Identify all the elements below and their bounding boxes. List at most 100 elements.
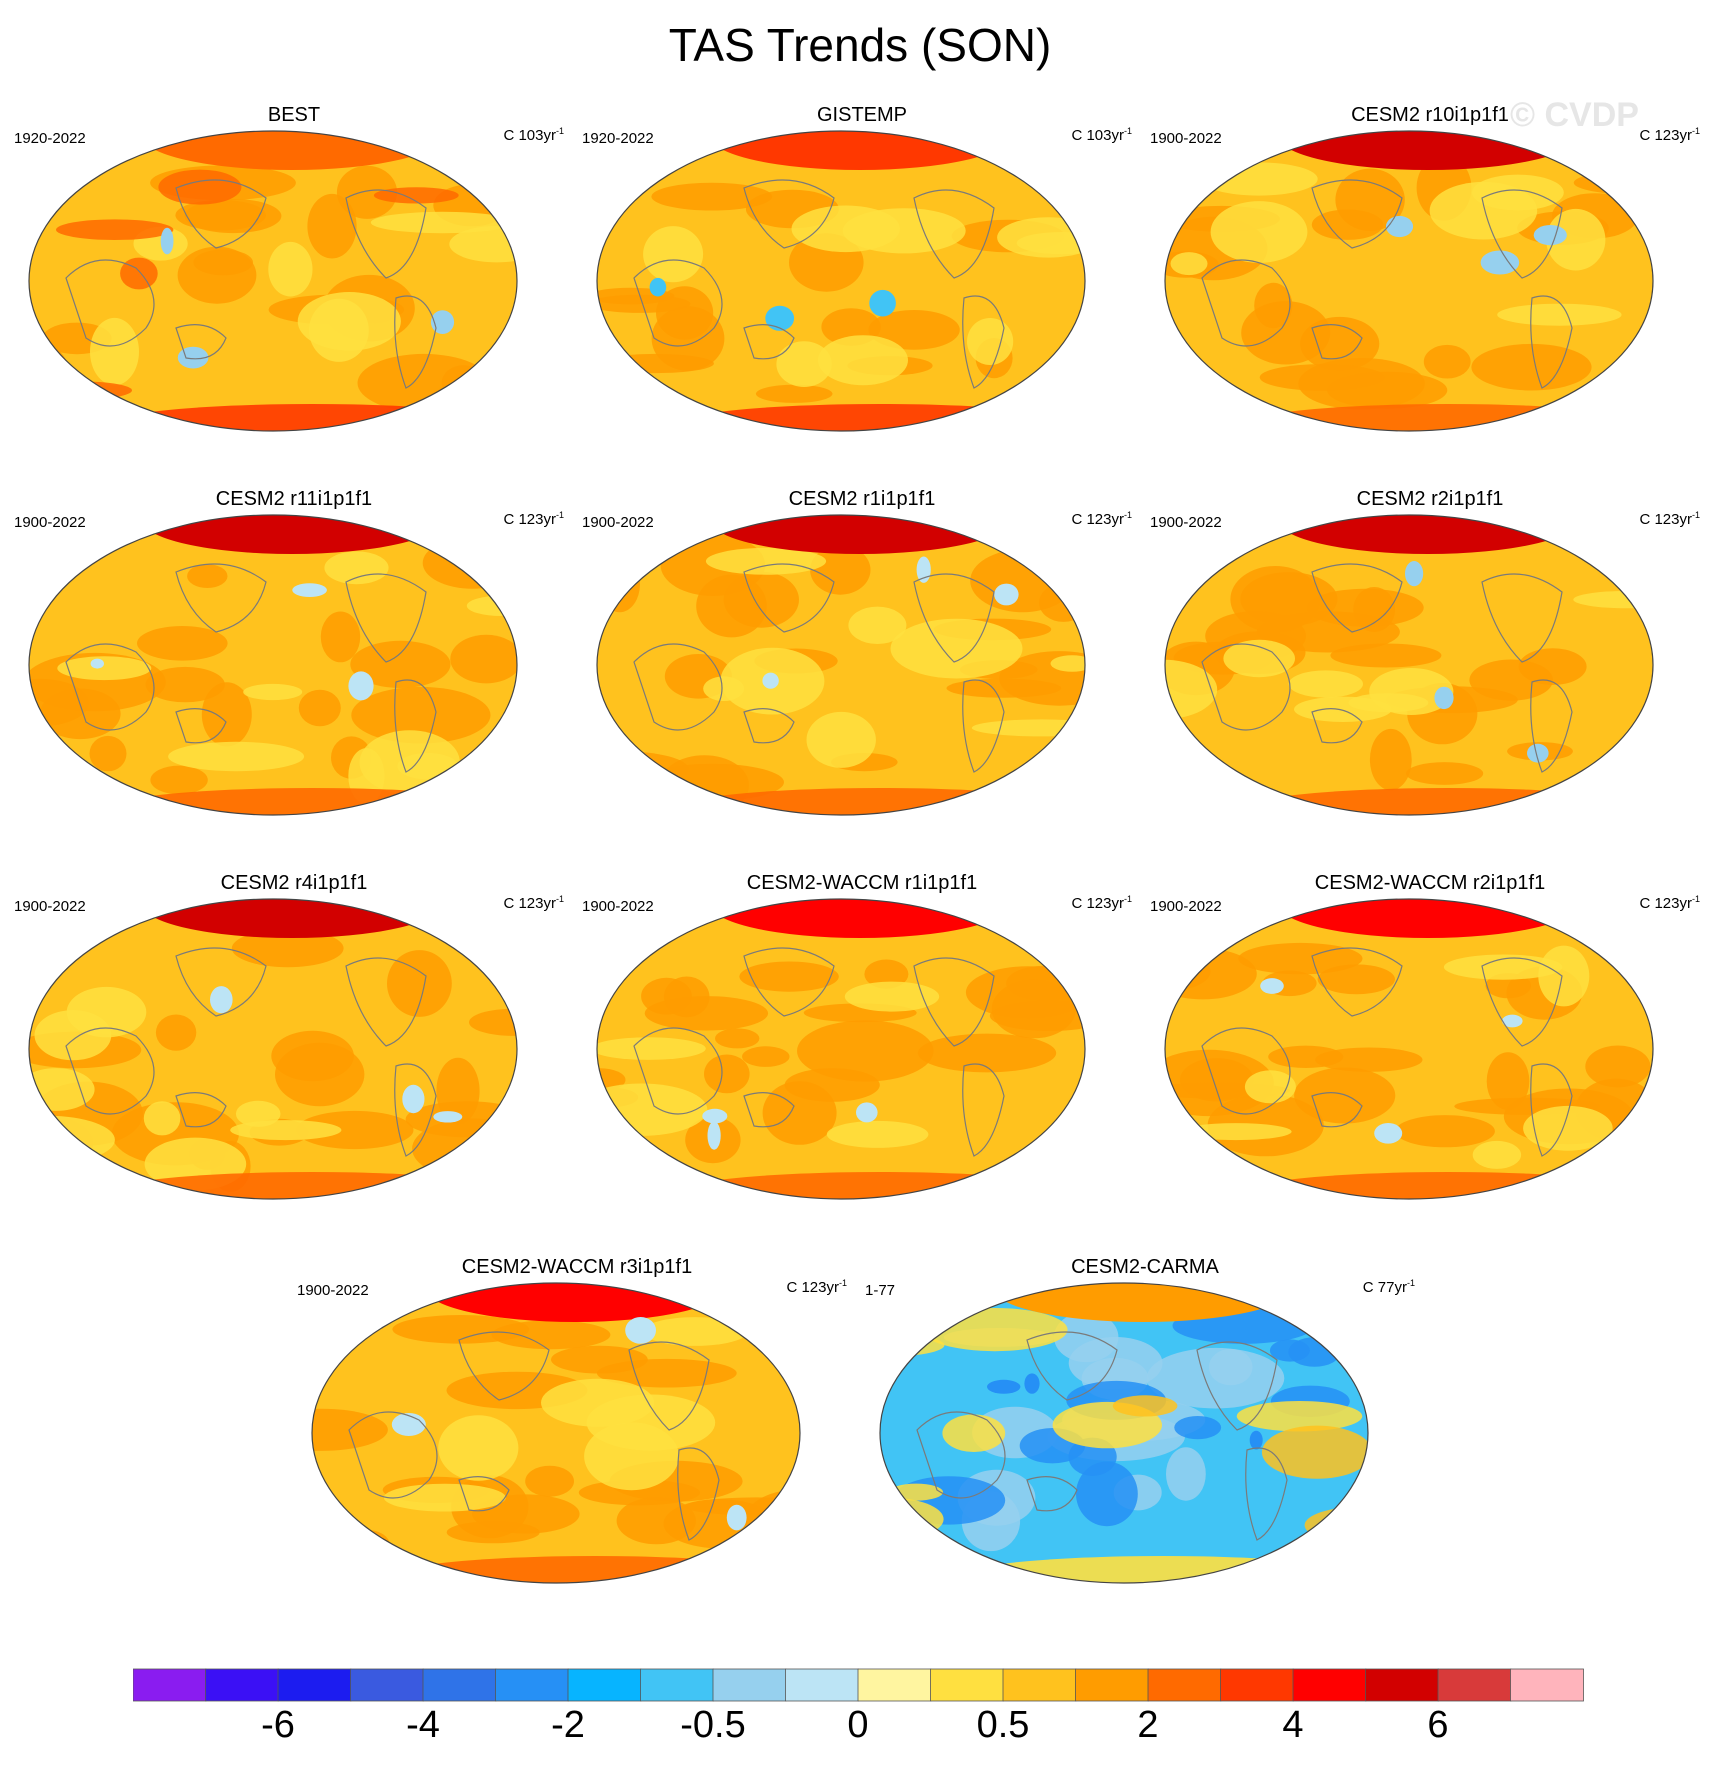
- coastline: [677, 1447, 720, 1541]
- arctic-region: [1278, 515, 1578, 554]
- trend-region: [551, 1345, 648, 1374]
- coastline: [1311, 947, 1403, 1017]
- coastline: [743, 708, 795, 744]
- trend-region: [1050, 655, 1085, 672]
- coastline: [743, 324, 795, 360]
- coastline: [913, 957, 995, 1047]
- colorbar-box: [1437, 1668, 1512, 1702]
- cold-anomaly: [1533, 225, 1567, 246]
- trend-region: [991, 979, 1076, 1039]
- colorbar-box: [1075, 1668, 1149, 1702]
- map-panel: CESM2 r11i1p1f1 1900-2022 C 123yr-1: [14, 488, 574, 868]
- panel-units: C 123yr-1: [1071, 510, 1132, 528]
- panel-title: CESM2 r11i1p1f1: [215, 488, 373, 510]
- trend-region: [29, 366, 87, 424]
- panel-period: 1920-2022: [582, 130, 654, 147]
- trend-map: [28, 130, 518, 432]
- trend-region: [298, 689, 341, 727]
- trend-region: [184, 198, 282, 234]
- coastline: [394, 295, 437, 389]
- cold-anomaly: [869, 289, 896, 317]
- trend-region: [1573, 590, 1653, 609]
- trend-region: [307, 193, 357, 259]
- trend-region: [1244, 1070, 1296, 1104]
- trend-region: [137, 626, 228, 661]
- coastline: [65, 1027, 155, 1115]
- colorbar-box: [1365, 1668, 1439, 1702]
- arctic-region: [425, 1283, 725, 1322]
- cold-anomaly: [1480, 250, 1520, 275]
- trend-region: [864, 959, 909, 989]
- trend-region: [1423, 344, 1471, 379]
- panel-title: GISTEMP: [816, 104, 907, 126]
- coastline: [1311, 324, 1363, 360]
- panel-period: 1920-2022: [14, 130, 86, 147]
- trend-region: [599, 556, 640, 613]
- coastline: [65, 643, 155, 731]
- colorbar: [133, 1668, 1584, 1702]
- trend-region: [597, 294, 691, 313]
- trend-region: [1472, 174, 1564, 211]
- colorbar-tick-label: 4: [1282, 1704, 1304, 1746]
- arctic-region: [142, 899, 442, 938]
- map-border: [879, 1282, 1369, 1584]
- trend-region: [145, 666, 225, 703]
- trend-region: [1068, 1337, 1163, 1390]
- colorbar-tick-label: -6: [261, 1704, 295, 1746]
- trend-region: [1146, 1347, 1285, 1409]
- map-panel: CESM2-WACCM r3i1p1f1 1900-2022 C 123yr-1: [297, 1256, 857, 1636]
- coastline: [1481, 573, 1563, 663]
- trend-region: [842, 208, 966, 254]
- colorbar-tick-label: -2: [551, 1704, 585, 1746]
- map-panel: CESM2-CARMA 1-77 C 77yr-1: [865, 1256, 1425, 1636]
- cold-anomaly: [649, 277, 667, 297]
- cold-anomaly: [994, 583, 1019, 606]
- coastline: [1245, 1447, 1288, 1541]
- coastline: [633, 259, 723, 347]
- map-panel: CESM2 r2i1p1f1 1900-2022 C 123yr-1: [1150, 488, 1710, 868]
- trend-region: [1288, 670, 1363, 698]
- trend-region: [651, 306, 725, 371]
- arctic-region: [710, 131, 1010, 170]
- trend-region: [373, 187, 459, 204]
- cold-anomaly: [348, 671, 374, 701]
- trend-region: [343, 1529, 390, 1561]
- trend-region: [889, 1483, 943, 1501]
- panel-title: BEST: [267, 104, 321, 126]
- map-border: [28, 898, 518, 1200]
- cold-anomaly: [856, 1102, 878, 1123]
- trend-region: [597, 1150, 667, 1173]
- trend-region: [201, 682, 252, 747]
- panel-period: 1900-2022: [297, 1282, 369, 1299]
- colorbar-tick-label: -0.5: [680, 1704, 746, 1746]
- trend-region: [438, 1415, 519, 1481]
- trend-region: [29, 550, 93, 568]
- cold-anomaly: [177, 346, 209, 369]
- colorbar-box: [567, 1668, 642, 1702]
- arctic-region: [710, 899, 1010, 938]
- coastline: [1481, 189, 1563, 279]
- trend-region: [663, 976, 710, 1018]
- arctic-region: [993, 1283, 1293, 1322]
- arctic-region: [1278, 899, 1578, 938]
- colorbar-tick-label: 0.5: [976, 1704, 1030, 1746]
- trend-region: [967, 318, 1014, 365]
- trend-region: [359, 730, 460, 795]
- panel-title: CESM2 r1i1p1f1: [788, 488, 936, 510]
- trend-region: [1497, 303, 1622, 326]
- coastline: [962, 295, 1005, 389]
- cold-anomaly: [765, 305, 795, 331]
- coastline: [175, 179, 267, 249]
- panel-period: 1900-2022: [1150, 130, 1222, 147]
- trend-region: [312, 1408, 388, 1451]
- trend-region: [1180, 1123, 1292, 1141]
- trend-region: [1288, 1337, 1341, 1367]
- arctic-region: [142, 131, 442, 170]
- colorbar-box: [350, 1668, 424, 1702]
- trend-region: [1486, 1052, 1530, 1110]
- cold-anomaly: [210, 986, 233, 1014]
- coastline: [458, 1331, 550, 1401]
- trend-region: [1538, 945, 1590, 1007]
- coastline: [175, 1092, 227, 1128]
- panel-units: C 123yr-1: [503, 894, 564, 912]
